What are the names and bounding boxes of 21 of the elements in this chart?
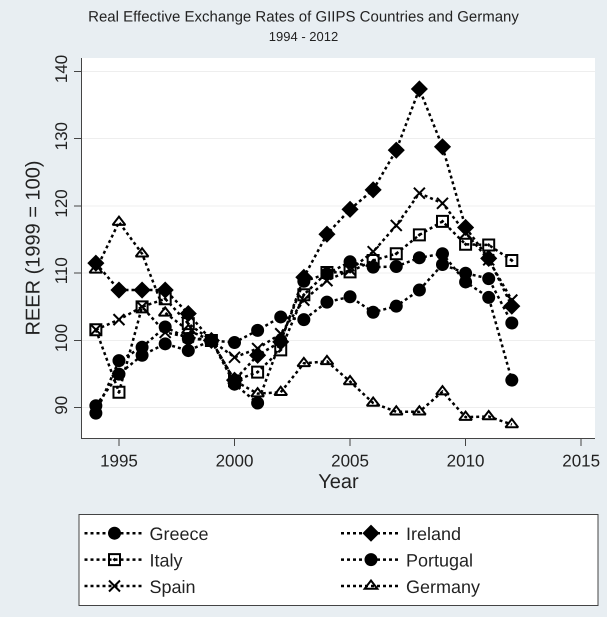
legend-label: Italy (150, 550, 183, 571)
y-tick-label: 120 (52, 189, 72, 218)
x-tick-label: 2015 (562, 451, 600, 470)
legend-label: Portugal (406, 550, 474, 571)
legend-label: Spain (150, 577, 196, 598)
x-tick-label: 1995 (100, 451, 138, 470)
chart-title: Real Effective Exchange Rates of GIIPS Countries and Germany (88, 8, 520, 26)
x-tick-label: 2010 (446, 451, 485, 470)
chart-subtitle: 1994 - 2012 (268, 29, 338, 44)
y-tick-label: 140 (52, 54, 72, 84)
x-tick-label: 2005 (331, 451, 369, 470)
y-axis-title: REER (1999 = 100) (22, 160, 45, 336)
x-tick-label: 2000 (216, 451, 254, 470)
legend-label: Germany (406, 577, 480, 598)
y-tick-label: 130 (52, 122, 72, 150)
x-axis-title: Year (318, 470, 360, 493)
y-tick-label: 110 (52, 257, 72, 284)
legend-label: Ireland (406, 524, 462, 544)
legend-label: Greece (150, 524, 209, 544)
y-tick-label: 90 (52, 396, 72, 415)
y-tick-label: 100 (52, 324, 72, 352)
